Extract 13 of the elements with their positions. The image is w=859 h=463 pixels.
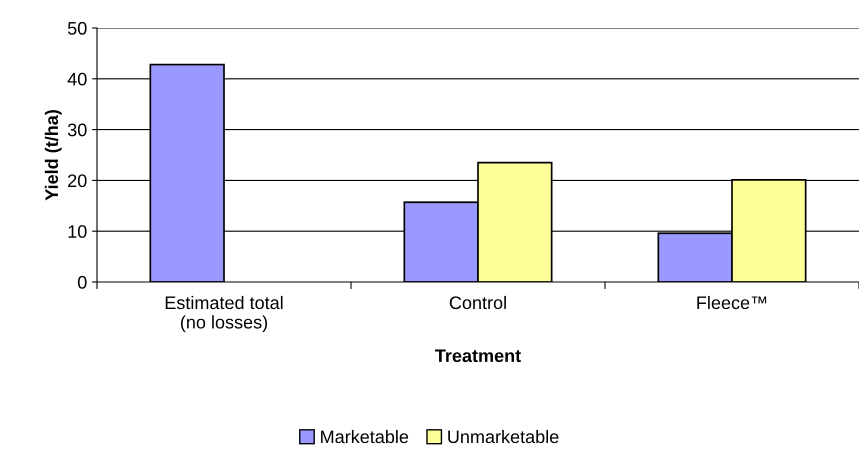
y-tick-label: 10 bbox=[68, 225, 87, 238]
legend-label: Unmarketable bbox=[448, 430, 558, 444]
y-tick-label: 0 bbox=[78, 276, 87, 289]
legend-label: Marketable bbox=[321, 430, 408, 444]
x-tick-label: Fleece™ bbox=[697, 296, 766, 310]
y-tick-label: 20 bbox=[68, 174, 87, 188]
x-axis-title: Treatment bbox=[435, 350, 521, 362]
y-tick-label: 50 bbox=[68, 22, 87, 35]
y-tick-label: 30 bbox=[68, 124, 87, 136]
y-axis-title: Yield (t/ha) bbox=[44, 110, 62, 200]
x-tick-label: Estimated total (no losses) bbox=[166, 296, 283, 332]
y-tick-label: 40 bbox=[68, 72, 87, 86]
x-tick-label: Control bbox=[450, 296, 506, 310]
